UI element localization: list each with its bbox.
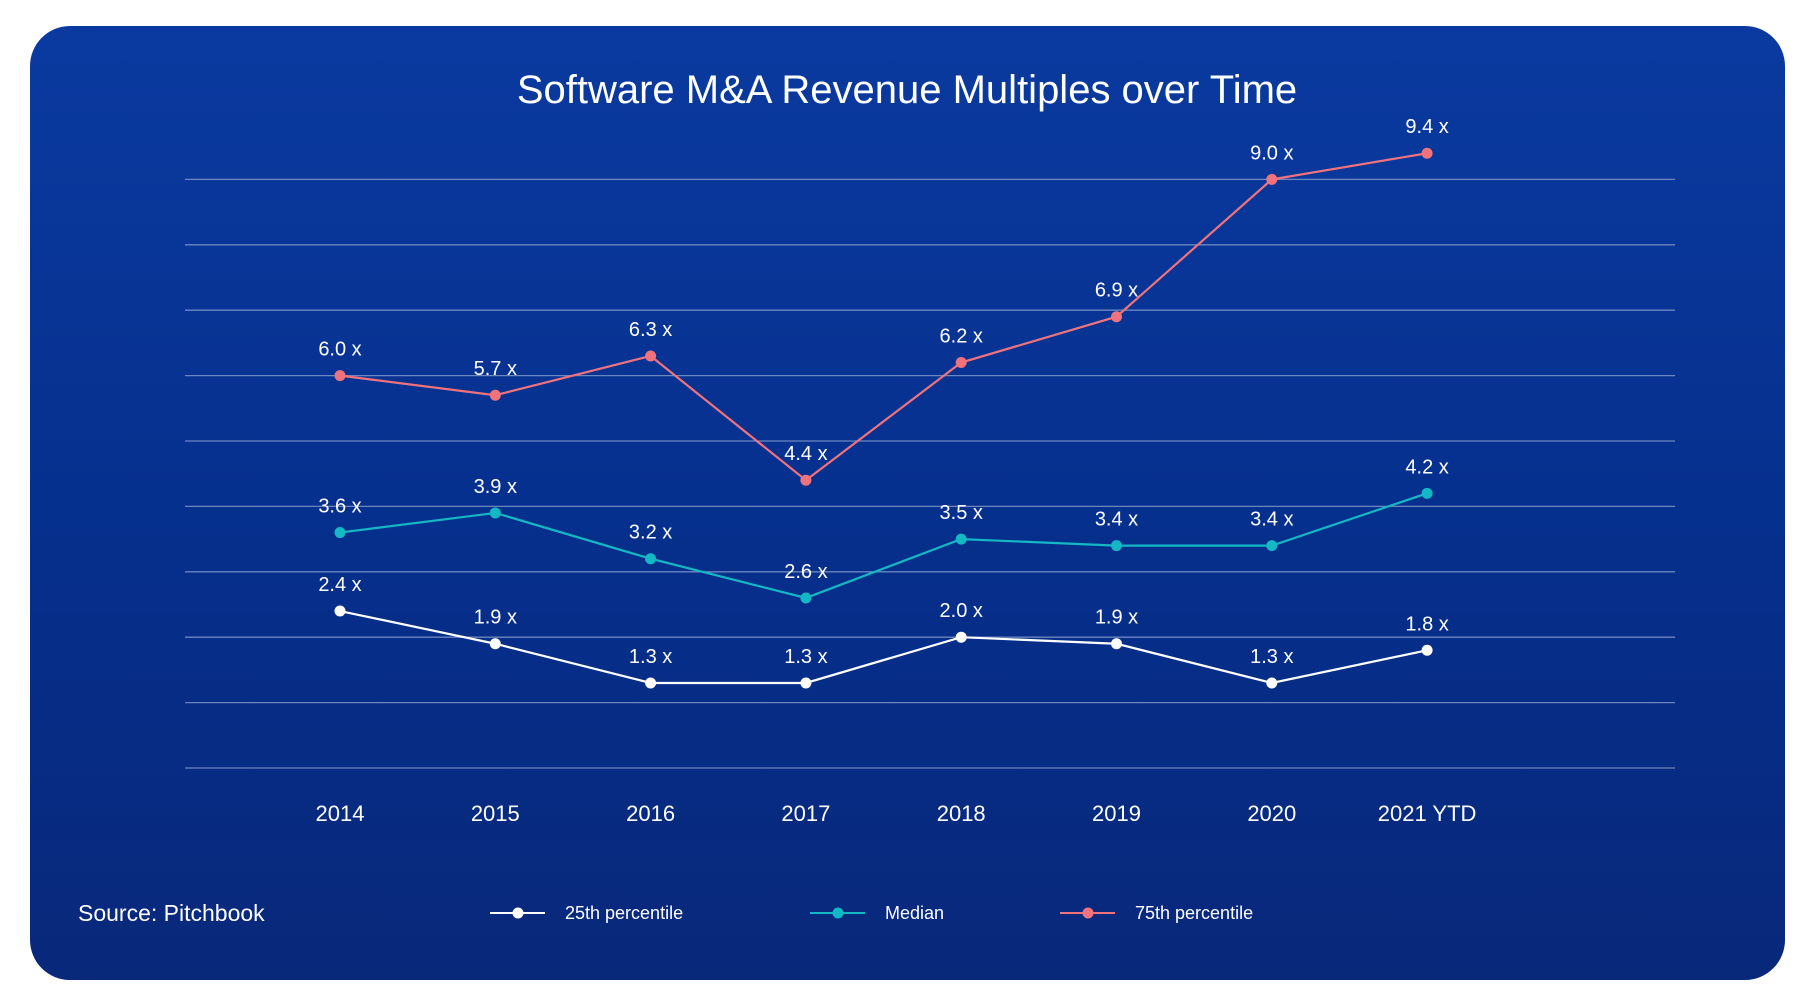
legend-item: 25th percentile xyxy=(490,903,683,923)
data-point xyxy=(489,389,501,401)
data-label: 3.4 x xyxy=(1095,509,1138,531)
data-point xyxy=(955,631,967,643)
data-point xyxy=(334,527,346,539)
data-point xyxy=(800,474,812,486)
data-point xyxy=(1421,487,1433,499)
x-tick-label: 2016 xyxy=(626,801,675,826)
data-label: 1.9 x xyxy=(1095,607,1138,629)
series-group: 2.4 x 1.9 x 1.3 x 1.3 x 2.0 x 1.9 x 1.3 x 1.8 x… xyxy=(318,116,1449,689)
data-point xyxy=(489,507,501,519)
x-tick-label: 2020 xyxy=(1247,801,1296,826)
gridlines xyxy=(185,178,1675,769)
data-label: 4.2 x xyxy=(1405,456,1448,478)
data-point xyxy=(1111,540,1122,552)
data-point xyxy=(645,553,657,565)
chart-card: Software M&A Revenue Multiples over Time… xyxy=(30,26,1785,980)
data-point xyxy=(1421,644,1433,656)
data-label: 3.6 x xyxy=(318,496,361,518)
data-label: 6.2 x xyxy=(940,326,983,348)
series-25th-percentile: 2.4 x 1.9 x 1.3 x 1.3 x 2.0 x 1.9 x 1.3 x 1.8 x xyxy=(318,574,1449,689)
data-label: 2.4 x xyxy=(318,574,361,596)
series-line xyxy=(339,492,1428,600)
x-tick-label: 2014 xyxy=(316,801,365,826)
data-point xyxy=(1111,638,1122,650)
data-label: 9.0 x xyxy=(1250,142,1293,164)
data-label: 3.2 x xyxy=(629,522,672,544)
data-point xyxy=(1266,540,1278,552)
data-label: 2.0 x xyxy=(940,600,983,622)
data-point xyxy=(1266,173,1278,185)
data-label: 3.5 x xyxy=(940,502,983,524)
chart-title: Software M&A Revenue Multiples over Time xyxy=(517,68,1297,112)
data-point xyxy=(645,350,657,362)
data-point xyxy=(955,357,967,369)
legend-item: 75th percentile xyxy=(1060,903,1253,923)
x-tick-label: 2019 xyxy=(1092,801,1141,826)
legend-label: Median xyxy=(885,903,944,923)
data-label: 9.4 x xyxy=(1405,116,1448,138)
data-label: 1.8 x xyxy=(1405,613,1448,635)
data-point xyxy=(489,638,501,650)
x-tick-label: 2017 xyxy=(781,801,830,826)
series-75th-percentile: 6.0 x 5.7 x 6.3 x 4.4 x 6.2 x 6.9 x 9.0 x 9.4 x xyxy=(318,116,1449,486)
x-tick-label: 2015 xyxy=(471,801,520,826)
series-line xyxy=(339,609,1428,685)
data-point xyxy=(1421,147,1433,159)
line-chart: Software M&A Revenue Multiples over Time… xyxy=(78,68,1675,926)
data-label: 1.3 x xyxy=(629,646,672,668)
data-label: 5.7 x xyxy=(474,358,517,380)
data-label: 1.3 x xyxy=(784,646,827,668)
data-point xyxy=(955,533,967,545)
data-point xyxy=(645,677,657,689)
legend-label: 25th percentile xyxy=(565,903,683,923)
legend-label: 75th percentile xyxy=(1135,903,1253,923)
legend-marker xyxy=(832,907,844,919)
data-label: 3.4 x xyxy=(1250,509,1293,531)
data-point xyxy=(800,677,812,689)
legend-marker xyxy=(1082,907,1094,919)
data-label: 6.9 x xyxy=(1095,280,1138,302)
x-tick-label: 2021 YTD xyxy=(1378,801,1477,826)
data-label: 4.4 x xyxy=(784,443,827,465)
series-median: 3.6 x 3.9 x 3.2 x 2.6 x 3.5 x 3.4 x 3.4 x 4.2 x xyxy=(318,456,1449,604)
data-label: 6.3 x xyxy=(629,319,672,341)
data-label: 2.6 x xyxy=(784,561,827,583)
data-label: 3.9 x xyxy=(474,476,517,498)
legend-marker xyxy=(512,907,524,919)
x-tick-label: 2018 xyxy=(937,801,986,826)
data-point xyxy=(800,592,812,604)
data-point xyxy=(1266,677,1278,689)
data-label: 1.3 x xyxy=(1250,646,1293,668)
x-axis: 2014 2015 2016 2017 2018 2019 2020 2021 YTD xyxy=(316,801,1477,826)
legend-item: Median xyxy=(810,903,944,923)
data-label: 1.9 x xyxy=(474,607,517,629)
series-line xyxy=(339,152,1428,482)
legend: 25th percentile Median 75th percentile xyxy=(490,903,1253,923)
source-note: Source: Pitchbook xyxy=(78,900,265,926)
data-point xyxy=(334,605,346,617)
data-point xyxy=(1111,311,1122,323)
data-label: 6.0 x xyxy=(318,339,361,361)
data-point xyxy=(334,370,346,382)
